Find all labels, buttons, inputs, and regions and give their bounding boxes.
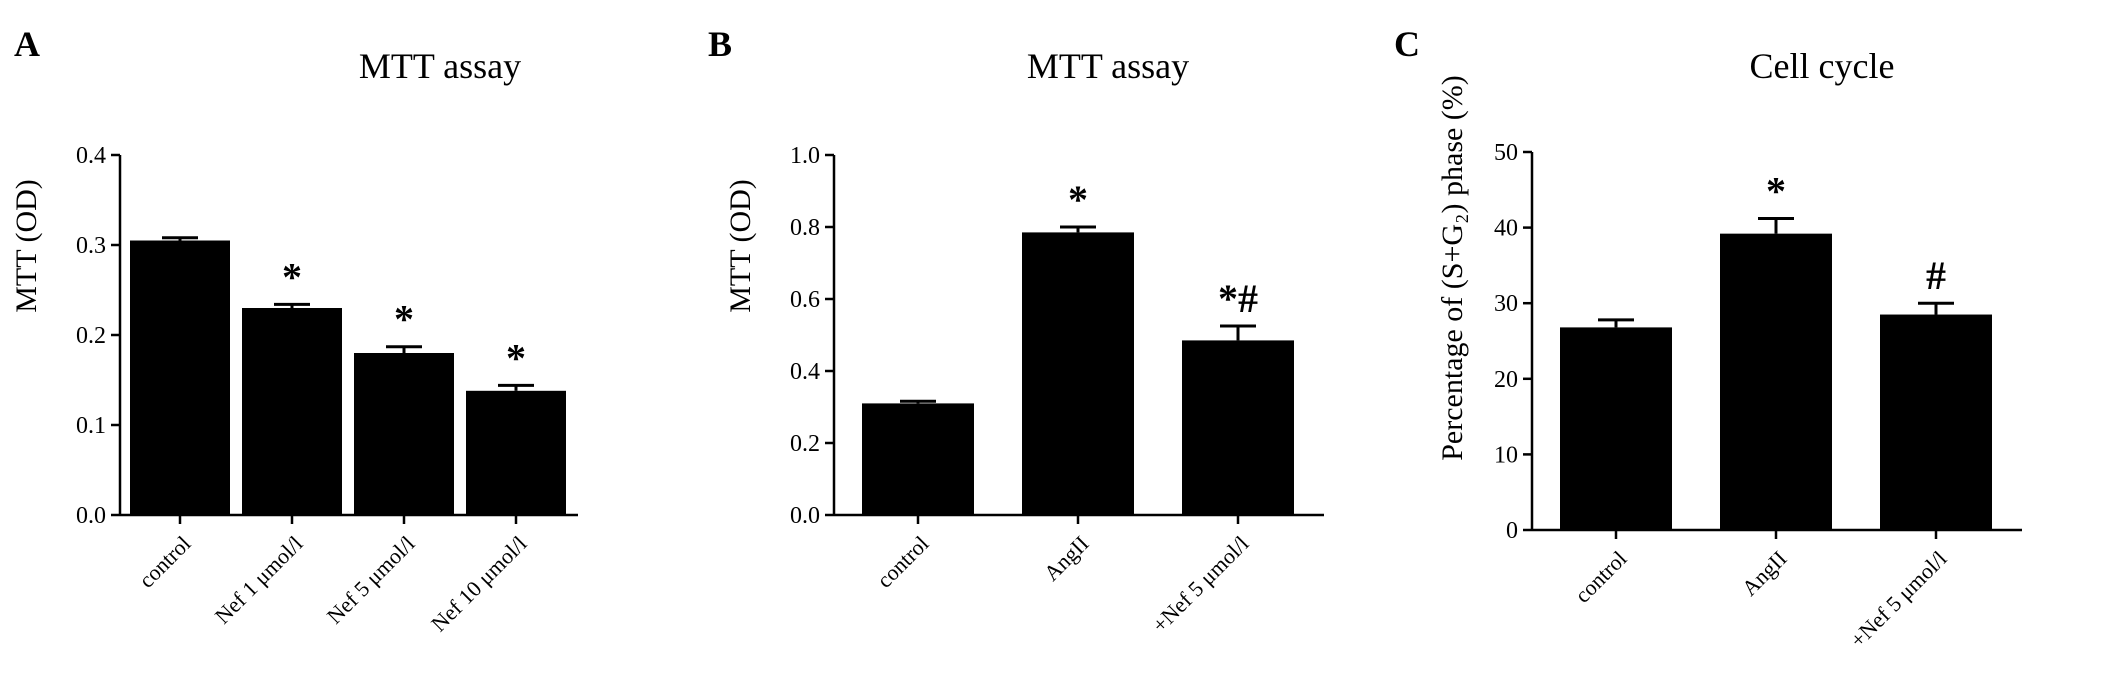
- y-tick-label: 40: [1494, 216, 1518, 242]
- significance-mark: *: [394, 297, 414, 342]
- y-tick-label: 0.2: [76, 323, 106, 349]
- x-tick-label: AngII: [1039, 531, 1094, 586]
- bar: [242, 308, 342, 515]
- significance-mark: *: [282, 254, 302, 299]
- y-tick-label: 50: [1494, 140, 1518, 166]
- significance-mark: *: [1766, 169, 1786, 214]
- y-tick-label: 0.4: [76, 143, 106, 169]
- plot-area: 0 10 20 30 40 50 control AngII * +Nef 5 μmol/l #: [1494, 140, 2022, 652]
- panel-letter: B: [708, 24, 732, 64]
- bar: [1022, 232, 1134, 515]
- chart-title: Cell cycle: [1750, 46, 1895, 86]
- significance-mark: #: [1926, 253, 1946, 298]
- x-tick-label: AngII: [1737, 546, 1792, 601]
- x-tick-label: +Nef 5 μmol/l: [1147, 531, 1254, 638]
- y-axis-label: Percentage of (S+G₂) phase (%): [1436, 75, 1469, 461]
- x-tick-label: Nef 5 μmol/l: [322, 531, 420, 629]
- y-tick-label: 20: [1494, 367, 1518, 393]
- x-tick-label: control: [134, 531, 196, 593]
- y-tick-label: 0.3: [76, 233, 106, 259]
- bar: [130, 240, 230, 515]
- x-tick-label: control: [1570, 546, 1632, 608]
- panel-a: A MTT assay MTT (OD) 0.0 0.1 0.2 0.3 0.4 cont…: [10, 24, 578, 636]
- y-axis-label: MTT (OD): [10, 179, 43, 313]
- significance-mark: *#: [1218, 276, 1258, 321]
- bar: [1560, 327, 1672, 530]
- y-tick-label: 30: [1494, 291, 1518, 317]
- bar: [1182, 340, 1294, 515]
- significance-mark: *: [1068, 177, 1088, 222]
- y-tick-label: 0.2: [790, 431, 820, 457]
- bar: [466, 390, 566, 515]
- bar: [1880, 314, 1992, 530]
- x-tick-label: Nef 1 μmol/l: [210, 531, 308, 629]
- panel-b: B MTT assay MTT (OD) 0.0 0.2 0.4 0.6 0.8 1.0 c…: [708, 24, 1324, 637]
- plot-area: 0.0 0.1 0.2 0.3 0.4 control Nef 1 μmol/l * Nef 5…: [76, 143, 578, 636]
- significance-mark: *: [506, 335, 526, 380]
- bar: [354, 353, 454, 515]
- y-tick-label: 10: [1494, 442, 1518, 468]
- y-tick-label: 1.0: [790, 143, 820, 169]
- x-tick-label: control: [872, 531, 934, 593]
- panel-letter: C: [1394, 24, 1420, 64]
- y-axis-label: MTT (OD): [724, 179, 757, 313]
- y-tick-label: 0.0: [76, 503, 106, 529]
- plot-area: 0.0 0.2 0.4 0.6 0.8 1.0 control AngII * +Nef 5 μm…: [790, 143, 1324, 637]
- y-tick-label: 0: [1506, 518, 1518, 544]
- panel-c: C Cell cycle Percentage of (S+G₂) phase …: [1394, 24, 2022, 652]
- bar: [1720, 233, 1832, 530]
- panel-letter: A: [14, 24, 40, 64]
- y-tick-label: 0.6: [790, 287, 820, 313]
- chart-title: MTT assay: [1027, 46, 1189, 86]
- y-tick-label: 0.0: [790, 503, 820, 529]
- y-tick-label: 0.1: [76, 413, 106, 439]
- x-tick-label: +Nef 5 μmol/l: [1845, 546, 1952, 653]
- bar: [862, 403, 974, 515]
- x-tick-label: Nef 10 μmol/l: [426, 531, 532, 637]
- chart-title: MTT assay: [359, 46, 521, 86]
- y-tick-label: 0.4: [790, 359, 820, 385]
- y-tick-label: 0.8: [790, 215, 820, 241]
